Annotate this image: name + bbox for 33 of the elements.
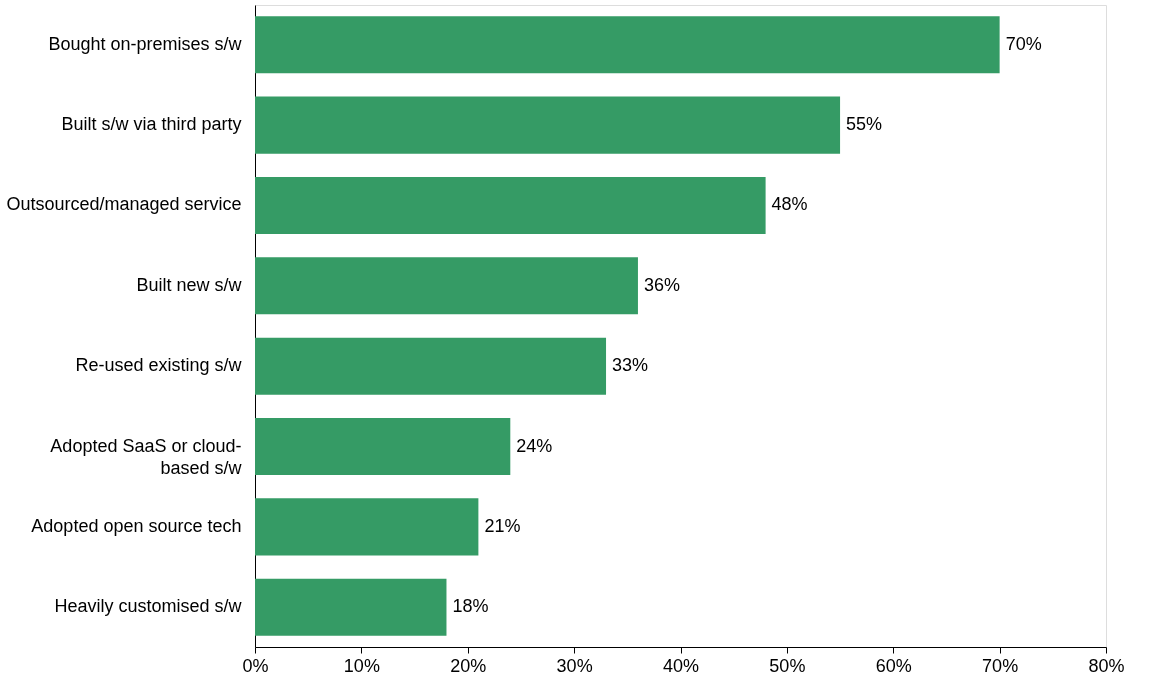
bar: [255, 16, 1000, 74]
y-tick-label: Re-used existing s/w: [75, 355, 243, 376]
bar: [255, 96, 841, 154]
x-tick-label: 60%: [875, 655, 912, 676]
x-tick-label: 80%: [1088, 655, 1125, 676]
y-tick-label: Outsourced/managed service: [6, 194, 242, 215]
y-tick-label: Adopted open source tech: [31, 515, 242, 536]
y-tick-label: Adopted SaaS or cloud-based s/w: [50, 435, 243, 478]
data-label: 24%: [516, 435, 553, 456]
data-label: 18%: [452, 596, 489, 617]
bar: [255, 257, 638, 315]
x-tick-label: 10%: [343, 655, 380, 676]
x-tick-label: 50%: [769, 655, 806, 676]
x-tick-label: 40%: [662, 655, 700, 676]
data-label: 55%: [846, 114, 883, 135]
bar: [255, 176, 766, 234]
data-label: 33%: [612, 355, 649, 376]
y-tick-label: Heavily customised s/w: [54, 596, 243, 617]
data-label: 21%: [484, 515, 521, 536]
x-tick-label: 70%: [982, 655, 1019, 676]
bar: [255, 337, 607, 395]
bar: [255, 578, 447, 636]
x-tick-label: 0%: [242, 655, 269, 676]
y-tick-label: Bought on-premises s/w: [48, 33, 243, 54]
x-tick-label: 20%: [450, 655, 487, 676]
x-tick-label: 30%: [556, 655, 593, 676]
y-tick-label: Built new s/w: [136, 274, 243, 295]
bar: [255, 498, 479, 556]
data-label: 36%: [643, 274, 680, 295]
data-label: 48%: [771, 194, 808, 215]
y-tick-label: Built s/w via third party: [61, 114, 242, 135]
data-label: 70%: [1005, 33, 1042, 54]
bar: [255, 418, 511, 476]
